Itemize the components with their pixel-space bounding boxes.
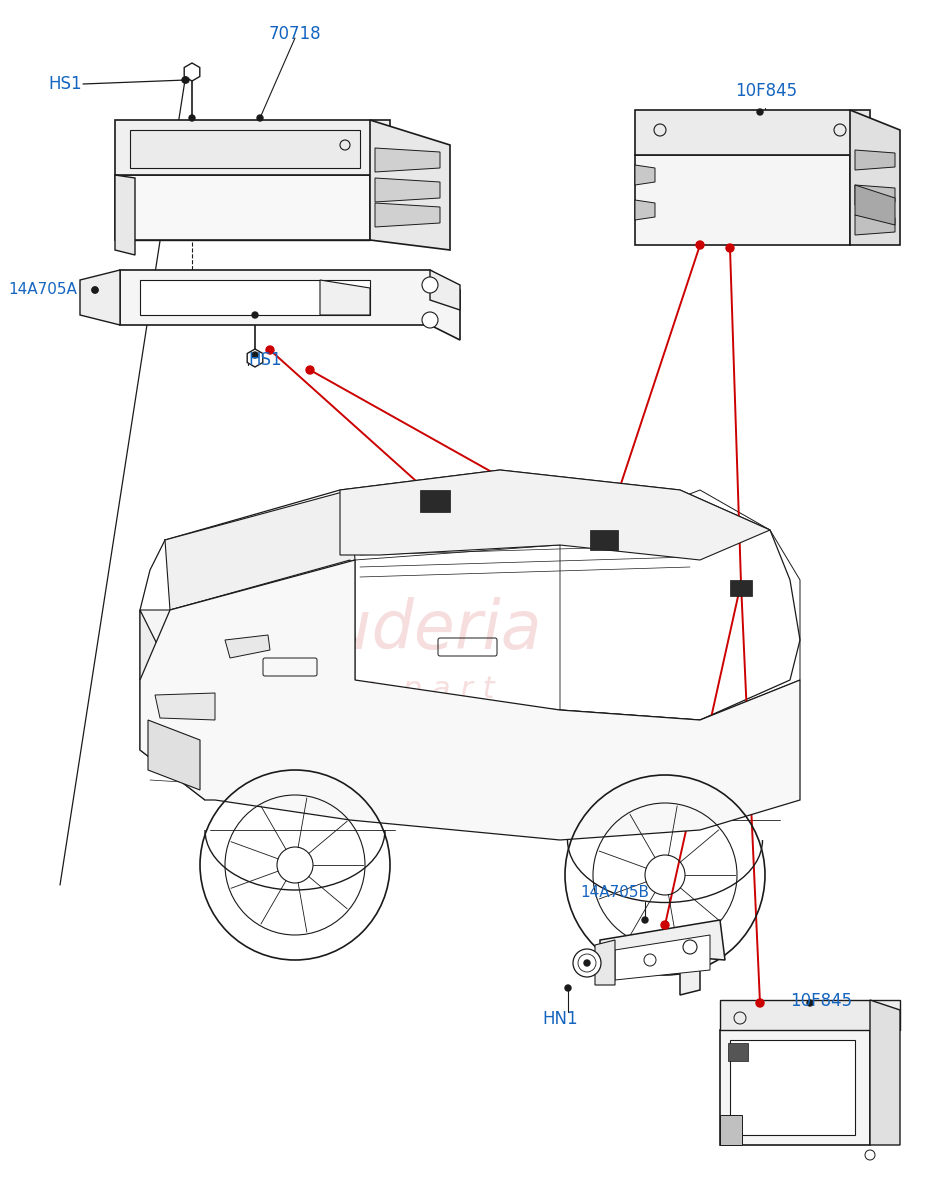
Polygon shape — [850, 110, 900, 245]
Bar — [420, 490, 450, 512]
Polygon shape — [115, 175, 135, 254]
Polygon shape — [140, 560, 800, 840]
Circle shape — [756, 998, 764, 1007]
Circle shape — [642, 917, 648, 923]
Polygon shape — [870, 1000, 900, 1145]
Polygon shape — [148, 720, 200, 790]
Polygon shape — [720, 1030, 870, 1145]
Text: 10F845: 10F845 — [790, 992, 852, 1010]
Circle shape — [306, 366, 314, 374]
Polygon shape — [720, 1000, 900, 1030]
Polygon shape — [130, 130, 360, 168]
Polygon shape — [115, 120, 390, 175]
Circle shape — [565, 985, 571, 991]
Text: HN1: HN1 — [542, 1010, 578, 1028]
Polygon shape — [225, 635, 270, 658]
Circle shape — [726, 244, 734, 252]
Polygon shape — [155, 692, 215, 720]
Circle shape — [252, 352, 258, 358]
Circle shape — [189, 115, 195, 121]
Polygon shape — [375, 148, 440, 172]
Polygon shape — [600, 920, 725, 995]
Polygon shape — [320, 280, 370, 314]
Polygon shape — [375, 178, 440, 202]
Polygon shape — [855, 185, 895, 226]
Text: 14A705B: 14A705B — [580, 886, 650, 900]
Text: 10F845: 10F845 — [735, 82, 797, 100]
Polygon shape — [635, 164, 655, 185]
Circle shape — [807, 1000, 813, 1006]
Circle shape — [422, 312, 438, 328]
Circle shape — [573, 949, 601, 977]
Circle shape — [696, 241, 704, 248]
Circle shape — [266, 346, 274, 354]
Polygon shape — [340, 470, 770, 560]
Polygon shape — [247, 349, 262, 367]
Circle shape — [183, 77, 189, 83]
Polygon shape — [855, 150, 895, 170]
Polygon shape — [730, 1040, 855, 1135]
Polygon shape — [635, 200, 655, 220]
Polygon shape — [140, 280, 370, 314]
Circle shape — [92, 287, 98, 293]
Polygon shape — [140, 610, 215, 800]
Bar — [728, 1043, 748, 1061]
Polygon shape — [615, 935, 710, 980]
Polygon shape — [635, 110, 870, 155]
Polygon shape — [855, 185, 895, 205]
Circle shape — [661, 922, 669, 929]
Text: HS1: HS1 — [48, 74, 82, 92]
Circle shape — [252, 312, 258, 318]
Polygon shape — [375, 203, 440, 227]
Text: 70718: 70718 — [269, 25, 321, 43]
Polygon shape — [115, 175, 370, 240]
Polygon shape — [430, 270, 460, 310]
Text: HS1: HS1 — [248, 350, 281, 370]
Polygon shape — [855, 215, 895, 235]
Circle shape — [422, 277, 438, 293]
Text: scuderia: scuderia — [258, 596, 542, 662]
Circle shape — [182, 77, 188, 83]
Polygon shape — [370, 120, 450, 250]
Polygon shape — [165, 490, 355, 610]
Polygon shape — [720, 1115, 742, 1145]
Polygon shape — [595, 940, 615, 985]
Circle shape — [757, 109, 763, 115]
Circle shape — [257, 115, 263, 121]
Bar — [590, 530, 618, 550]
Polygon shape — [184, 62, 200, 80]
Circle shape — [584, 960, 590, 966]
Circle shape — [92, 287, 98, 293]
Polygon shape — [140, 560, 355, 690]
Polygon shape — [80, 270, 120, 325]
Bar — [730, 580, 752, 596]
Polygon shape — [635, 155, 850, 245]
Polygon shape — [120, 270, 460, 340]
Text: c a r   p a r t: c a r p a r t — [305, 676, 495, 704]
Text: 14A705A: 14A705A — [8, 282, 77, 298]
